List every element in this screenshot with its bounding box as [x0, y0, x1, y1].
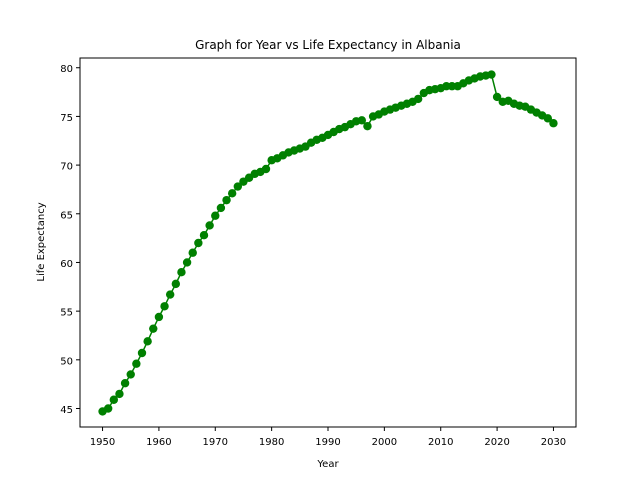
x-tick-label: 1980 — [259, 437, 284, 448]
x-tick-label: 2030 — [541, 437, 566, 448]
data-point — [165, 290, 175, 299]
x-tick-label: 1970 — [203, 437, 228, 448]
data-point — [199, 231, 209, 240]
data-point — [188, 248, 197, 257]
data-point — [115, 389, 124, 399]
data-point — [543, 114, 553, 123]
data-point — [137, 348, 147, 358]
plot-area — [98, 70, 558, 416]
y-tick-label: 70 — [60, 162, 73, 173]
data-point — [160, 302, 169, 311]
data-point — [363, 121, 372, 131]
x-tick-label: 2010 — [428, 437, 453, 448]
x-tick-label: 1960 — [146, 437, 171, 448]
chart-title: Graph for Year vs Life Expectancy in Alb… — [195, 38, 461, 52]
x-axis-label: Year — [316, 459, 339, 470]
data-point — [120, 378, 130, 388]
y-tick-label: 45 — [60, 405, 73, 416]
data-point — [492, 92, 502, 102]
data-point — [211, 211, 220, 220]
data-point — [177, 268, 186, 277]
data-point — [132, 359, 141, 368]
data-point — [143, 337, 152, 346]
data-point — [487, 70, 496, 79]
x-tick-label: 2000 — [372, 437, 397, 448]
x-axis-ticks: 1950 1960 1970 1980 1990 2000 2010 2020 2030 — [90, 427, 566, 448]
y-tick-label: 80 — [60, 64, 73, 75]
data-point — [154, 312, 164, 322]
y-tick-label: 75 — [60, 113, 73, 124]
data-point — [261, 164, 271, 174]
y-axis-ticks: 45 50 55 60 65 70 75 80 — [60, 64, 80, 416]
x-tick-label: 2020 — [484, 437, 509, 448]
data-point — [149, 324, 158, 333]
data-point — [233, 182, 243, 191]
y-tick-label: 65 — [60, 210, 73, 221]
data-point — [413, 94, 423, 104]
data-point — [126, 370, 135, 379]
y-tick-label: 50 — [60, 356, 73, 367]
data-point — [357, 116, 367, 125]
data-point — [194, 238, 203, 248]
data-point — [549, 119, 558, 128]
x-tick-label: 1990 — [315, 437, 340, 448]
data-point — [103, 404, 113, 413]
y-tick-label: 60 — [60, 259, 73, 270]
data-point — [182, 258, 192, 267]
data-point — [216, 203, 226, 213]
y-axis-label: Life Expectancy — [36, 202, 47, 281]
x-tick-label: 1950 — [90, 437, 115, 448]
data-point — [171, 279, 181, 289]
data-point — [205, 221, 214, 230]
y-tick-label: 55 — [60, 308, 73, 319]
plot-frame — [79, 57, 577, 428]
data-point — [222, 195, 231, 205]
data-point — [227, 189, 237, 198]
data-point — [109, 395, 119, 404]
